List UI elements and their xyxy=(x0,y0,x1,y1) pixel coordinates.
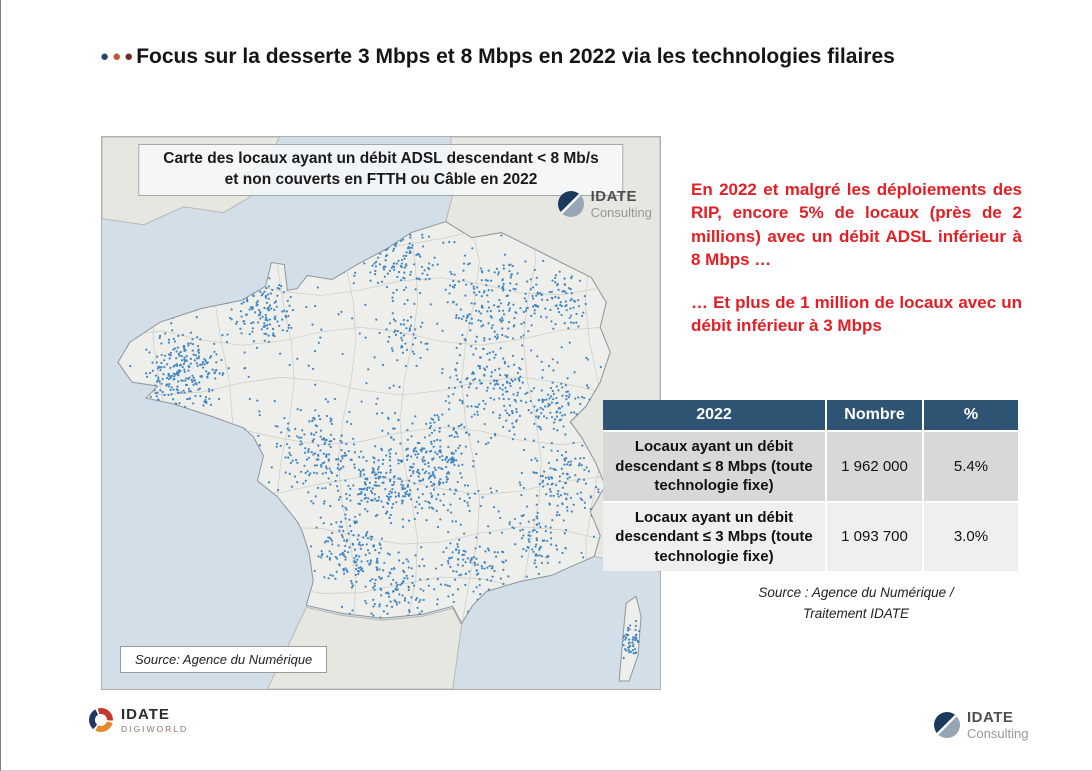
page-title-text: Focus sur la desserte 3 Mbps et 8 Mbps e… xyxy=(136,45,895,68)
map-source-box: Source: Agence du Numérique xyxy=(120,646,328,673)
france-map-panel: Carte des locaux ayant un débit ADSL des… xyxy=(101,136,661,690)
idate-consulting-logo: IDATE Consulting xyxy=(557,188,652,220)
idate-sphere-icon xyxy=(934,712,960,739)
idate-logo-name: IDATE xyxy=(590,188,637,205)
table-source: Source : Agence du Numérique / Traitemen… xyxy=(696,583,1016,625)
table-source-line1: Source : Agence du Numérique / xyxy=(758,585,954,600)
france-map xyxy=(102,137,660,689)
callout-paragraph-2: … Et plus de 1 million de locaux avec un… xyxy=(691,292,1022,336)
stats-table: 2022 Nombre % Locaux ayant un débit desc… xyxy=(603,400,1018,571)
table-header-nombre: Nombre xyxy=(827,400,922,430)
table-cell-label-8mbps: Locaux ayant un débit descendant ≤ 8 Mbp… xyxy=(603,432,825,501)
map-title-line2: et non couverts en FTTH ou Câble en 2022 xyxy=(224,170,538,188)
table-cell-nombre-3mbps: 1 093 700 xyxy=(827,502,922,571)
table-cell-pct-3mbps: 3.0% xyxy=(924,502,1018,571)
title-bullet-icon: ● xyxy=(100,48,110,65)
table-cell-nombre-8mbps: 1 962 000 xyxy=(827,432,922,501)
idate-sphere-icon xyxy=(557,191,584,218)
callout-paragraph-1: En 2022 et malgré les déploiements des R… xyxy=(691,180,1022,270)
title-bullet-icon: ● xyxy=(112,48,122,65)
map-title: Carte des locaux ayant un débit ADSL des… xyxy=(138,144,624,196)
idate-consulting-footer-logo: IDATE Consulting xyxy=(934,709,1029,741)
table-cell-pct-8mbps: 5.4% xyxy=(924,432,1018,501)
footer-left-sub: DIGIWORLD xyxy=(121,723,189,734)
page-title: ● ● ● Focus sur la desserte 3 Mbps et 8 Mbp… xyxy=(100,40,970,74)
table-cell-label-3mbps: Locaux ayant un débit descendant ≤ 3 Mbp… xyxy=(603,502,825,571)
table-header-year: 2022 xyxy=(603,400,825,430)
title-bullet-icon: ● xyxy=(124,48,134,65)
idate-logo-sub: Consulting xyxy=(590,204,652,220)
idate-digiworld-logo: IDATE DIGIWORLD xyxy=(89,706,189,734)
footer-right-sub: Consulting xyxy=(967,725,1029,741)
callouts: En 2022 et malgré les déploiements des R… xyxy=(691,178,1022,338)
table-header-pct: % xyxy=(924,400,1018,430)
footer-left-name: IDATE xyxy=(121,706,170,723)
footer-right-name: IDATE xyxy=(967,709,1014,726)
table-source-line2: Traitement IDATE xyxy=(802,605,910,621)
idate-digiworld-donut-icon xyxy=(89,708,113,733)
map-title-line1: Carte des locaux ayant un débit ADSL des… xyxy=(163,150,599,167)
